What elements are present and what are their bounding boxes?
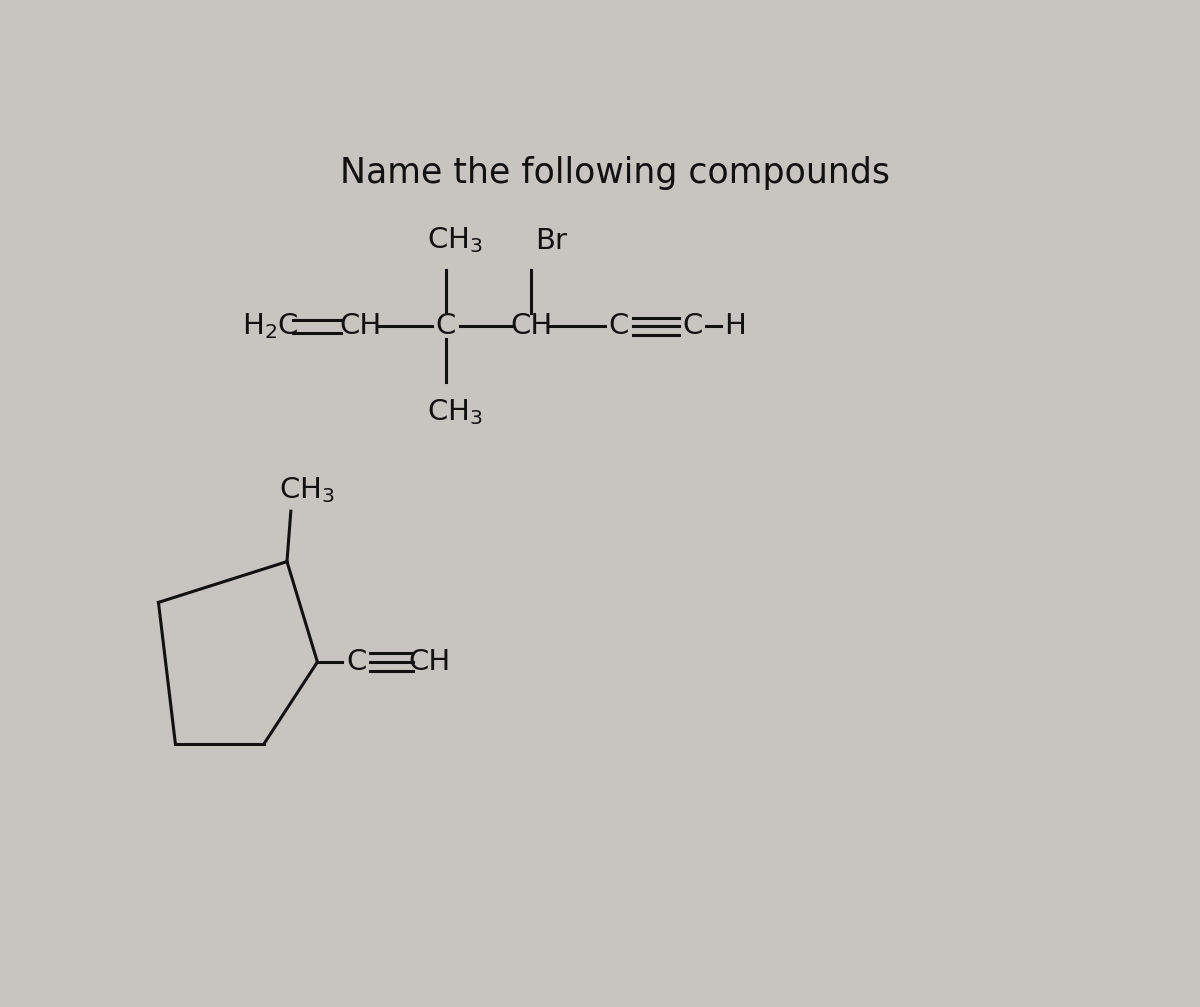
Text: CH: CH	[409, 648, 451, 676]
Text: H$_2$C: H$_2$C	[241, 311, 299, 341]
Text: C: C	[608, 312, 629, 340]
Text: C: C	[683, 312, 703, 340]
Text: C: C	[346, 648, 366, 676]
Text: CH: CH	[510, 312, 552, 340]
Text: C: C	[436, 312, 456, 340]
Text: CH$_3$: CH$_3$	[427, 226, 482, 255]
Text: Br: Br	[535, 227, 568, 255]
Text: CH$_3$: CH$_3$	[280, 475, 335, 505]
Text: CH$_3$: CH$_3$	[427, 398, 482, 427]
Text: H: H	[724, 312, 746, 340]
Text: Name the following compounds: Name the following compounds	[340, 156, 890, 189]
Text: CH: CH	[340, 312, 382, 340]
